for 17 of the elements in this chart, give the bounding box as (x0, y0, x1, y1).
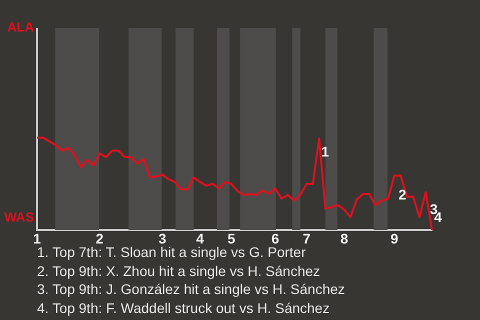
x-tick-label: 1 (33, 230, 42, 246)
text: WAS (4, 210, 34, 225)
text: 4. Top 9th: F. Waddell struck out vs H. Sánchez (37, 298, 331, 317)
text: 3. Top 9th: J. González hit a single vs H. Sánchez (37, 280, 345, 298)
text: 2. Top 9th: X. Zhou hit a single vs H. Sánchez (37, 262, 322, 280)
x-tick-label: 8 (340, 230, 348, 246)
x-tick-label: 9 (390, 230, 398, 246)
x-tick-label: 7 (302, 230, 311, 246)
x-tick-label: 3 (158, 230, 166, 246)
text: ALA (7, 20, 35, 35)
annotation: 2 (398, 186, 406, 202)
x-tick-label: 2 (96, 230, 104, 246)
x-tick-label: 6 (271, 230, 280, 246)
x-tick-label: 4 (196, 230, 204, 246)
x-tick-label: 5 (227, 230, 236, 246)
text: 1. Top 7th: T. Sloan hit a single vs G. Porter (37, 244, 306, 260)
annotation: 1 (321, 144, 330, 160)
